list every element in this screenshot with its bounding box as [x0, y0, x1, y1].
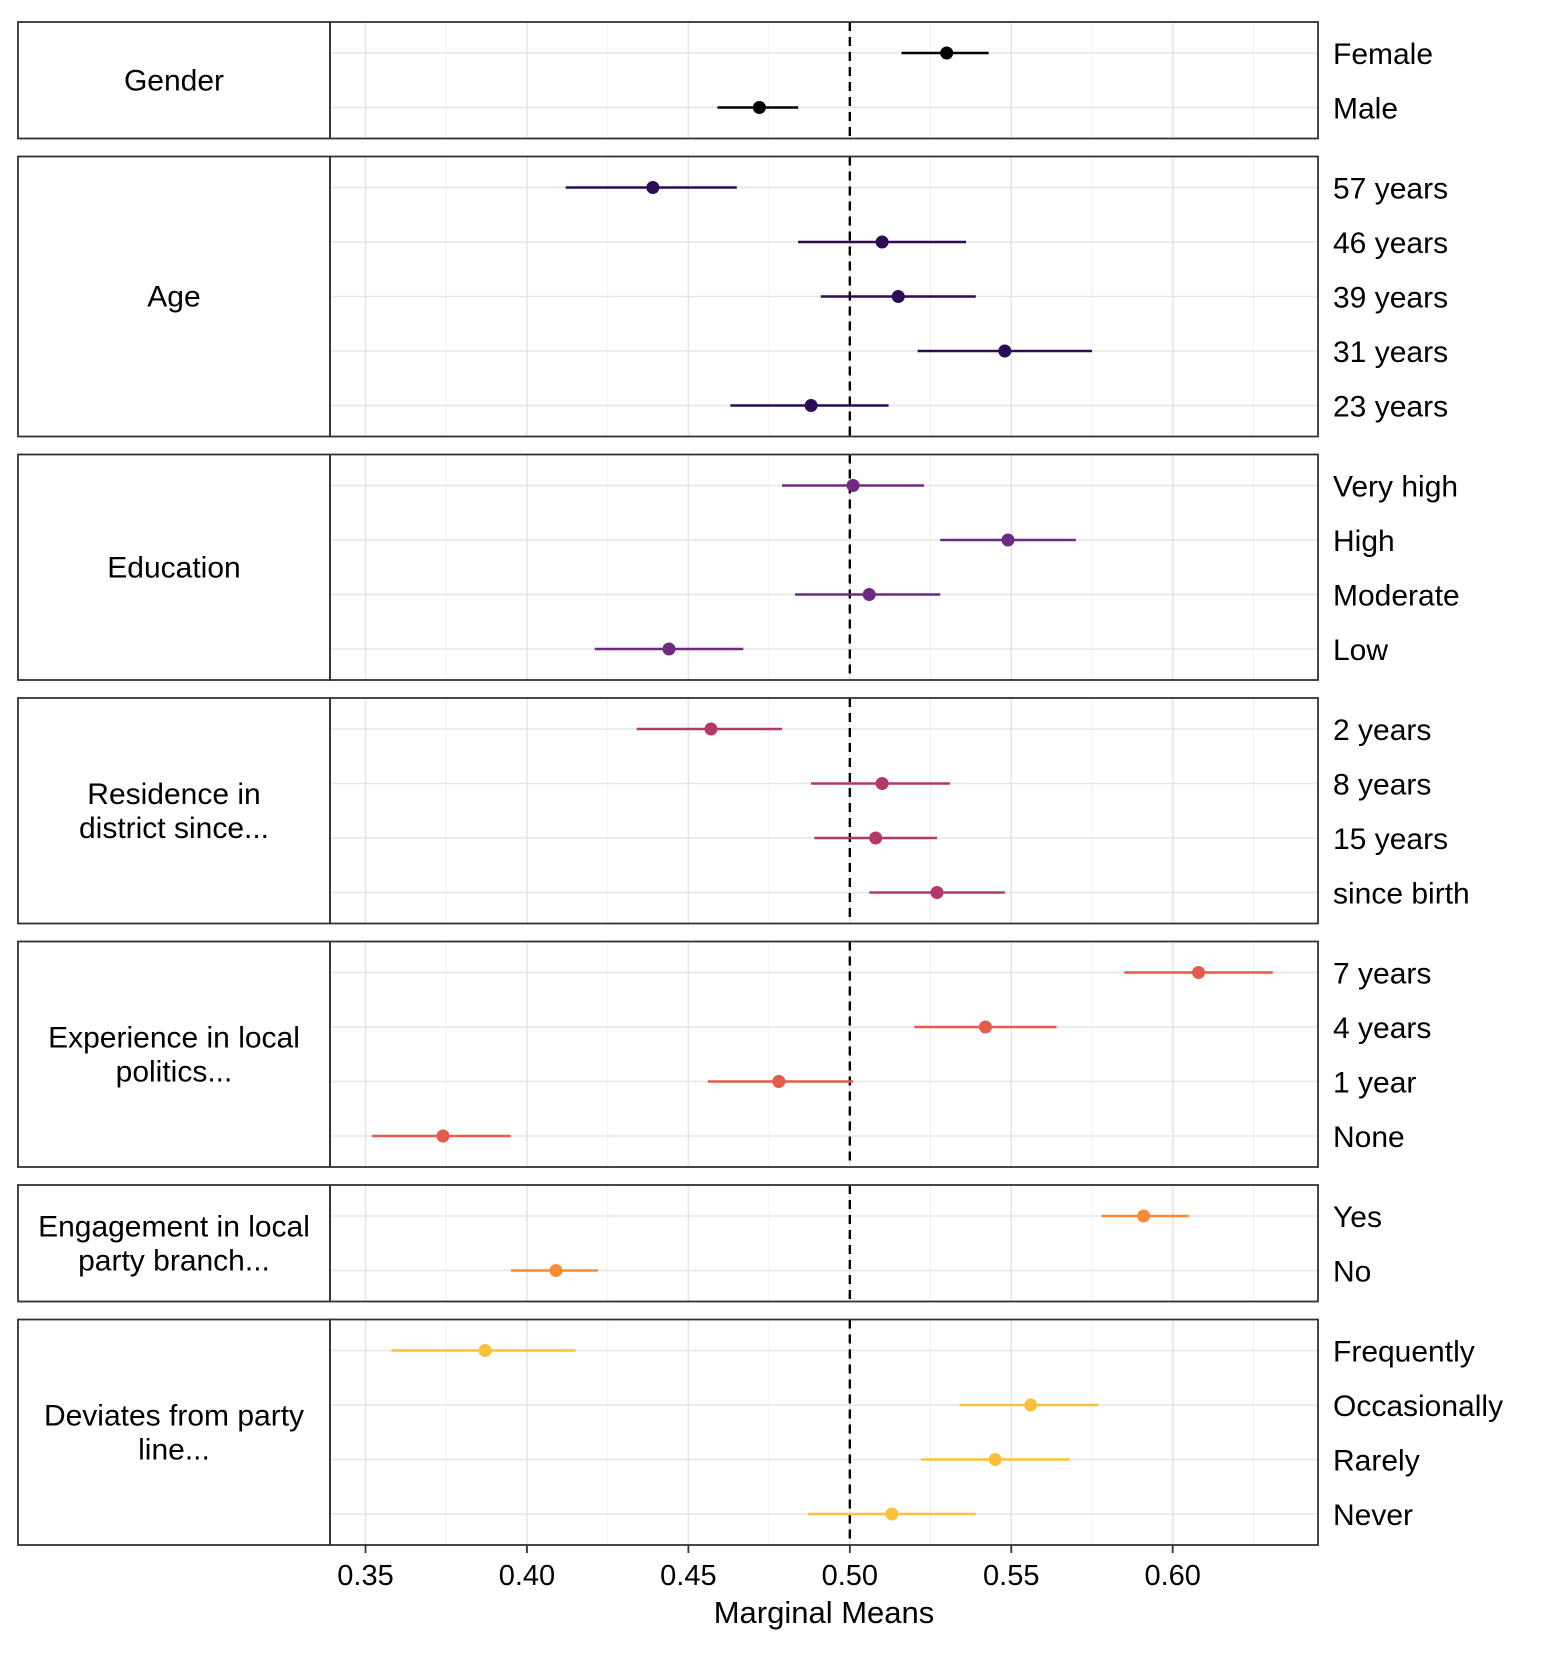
estimate-point [875, 777, 889, 790]
level-label: 31 years [1333, 336, 1448, 369]
facet-label: Deviates from party line... [44, 1399, 304, 1466]
facet-strip [17, 453, 331, 681]
estimate-point [869, 831, 883, 845]
plot-background [330, 454, 1318, 680]
level-label: Female [1333, 38, 1433, 71]
estimate-point [772, 1075, 786, 1088]
level-label: High [1333, 525, 1395, 558]
level-label: Male [1333, 93, 1398, 126]
estimate-point [978, 1020, 992, 1034]
plot-background [330, 941, 1318, 1167]
estimate-point [752, 101, 766, 114]
estimate-point [549, 1264, 563, 1277]
estimate-point [436, 1129, 450, 1143]
facet-panel-5: Yes No Engagement in local party branch... [17, 1184, 1382, 1303]
level-label: Rarely [1333, 1445, 1420, 1478]
panels: Female Male Gender 57 years 46 years 39 years… [17, 21, 1503, 1546]
panel-border [329, 697, 1319, 925]
estimate-point [704, 722, 718, 736]
level-label: Moderate [1333, 580, 1460, 613]
level-label: 7 years [1333, 958, 1431, 991]
facet-strip [17, 21, 331, 140]
panel-border [329, 155, 1319, 438]
facet-label: Gender [124, 64, 224, 97]
facet-panel-1: 57 years 46 years 39 years 31 years 23 years… [17, 155, 1448, 438]
estimate-point [1192, 966, 1206, 979]
facet-strip [17, 155, 331, 438]
x-tick-label: 0.55 [983, 1560, 1039, 1592]
facet-panel-6: Frequently Occasionally Rarely Never Deviate… [17, 1318, 1503, 1546]
level-label: 2 years [1333, 714, 1431, 747]
level-label: 57 years [1333, 173, 1448, 206]
estimate-point [940, 46, 954, 60]
x-tick-label: 0.50 [822, 1560, 878, 1592]
facet-label: Residence in district since... [79, 778, 269, 845]
level-label: Yes [1333, 1201, 1382, 1234]
estimate-point [930, 886, 944, 899]
estimate-point [646, 181, 660, 194]
estimate-point [1137, 1209, 1151, 1223]
panel-border [329, 940, 1319, 1168]
estimate-point [1001, 533, 1015, 547]
facet-strip [17, 697, 331, 925]
panel-border [329, 1184, 1319, 1303]
estimate-point [846, 479, 860, 492]
facet-panel-3: 2 years 8 years 15 years since birth Residen… [17, 697, 1470, 925]
x-axis-title: Marginal Means [714, 1595, 935, 1630]
x-tick-label: 0.45 [660, 1560, 716, 1592]
level-label: since birth [1333, 878, 1470, 911]
level-label: 4 years [1333, 1012, 1431, 1045]
facet-label: Education [107, 551, 240, 584]
level-label: 8 years [1333, 769, 1431, 802]
estimate-point [875, 235, 889, 249]
level-label: 39 years [1333, 282, 1448, 315]
x-tick-label: 0.60 [1144, 1560, 1200, 1592]
panel-border [329, 1318, 1319, 1546]
plot-background [330, 1319, 1318, 1545]
level-label: 1 year [1333, 1067, 1416, 1100]
facet-panel-4: 7 years 4 years 1 year None Experience in lo… [17, 940, 1431, 1168]
facet-strip [17, 940, 331, 1168]
facet-panel-2: Very high High Moderate Low Education [17, 453, 1460, 681]
plot-background [330, 22, 1318, 139]
plot-background [330, 698, 1318, 924]
facet-strip [17, 1318, 331, 1546]
level-label: No [1333, 1256, 1371, 1289]
estimate-point [891, 290, 905, 303]
estimate-point [478, 1344, 492, 1357]
level-label: Frequently [1333, 1336, 1475, 1369]
facet-strip [17, 1184, 331, 1303]
level-label: Very high [1333, 471, 1458, 504]
level-label: 46 years [1333, 227, 1448, 260]
estimate-point [885, 1507, 899, 1521]
estimate-point [1024, 1398, 1038, 1412]
level-label: 23 years [1333, 391, 1448, 424]
facet-label: Experience in local politics... [48, 1021, 300, 1088]
estimate-point [988, 1453, 1002, 1466]
level-label: 15 years [1333, 823, 1448, 856]
panel-border [329, 453, 1319, 681]
plot-background [330, 1185, 1318, 1302]
level-label: Never [1333, 1499, 1413, 1532]
x-axis: 0.35 0.40 0.45 0.50 0.55 0.60 [337, 1545, 1201, 1592]
level-label: Low [1333, 634, 1388, 667]
estimate-point [998, 344, 1012, 358]
x-tick-label: 0.40 [499, 1560, 555, 1592]
estimate-point [862, 588, 876, 601]
facet-label: Age [147, 281, 200, 314]
estimate-point [662, 642, 676, 656]
level-label: None [1333, 1121, 1405, 1154]
level-label: Occasionally [1333, 1390, 1503, 1423]
x-tick-label: 0.35 [337, 1560, 393, 1592]
facet-panel-0: Female Male Gender [17, 21, 1433, 140]
panel-border [329, 21, 1319, 140]
estimate-point [804, 399, 818, 412]
facet-label: Engagement in local party branch... [38, 1210, 310, 1277]
